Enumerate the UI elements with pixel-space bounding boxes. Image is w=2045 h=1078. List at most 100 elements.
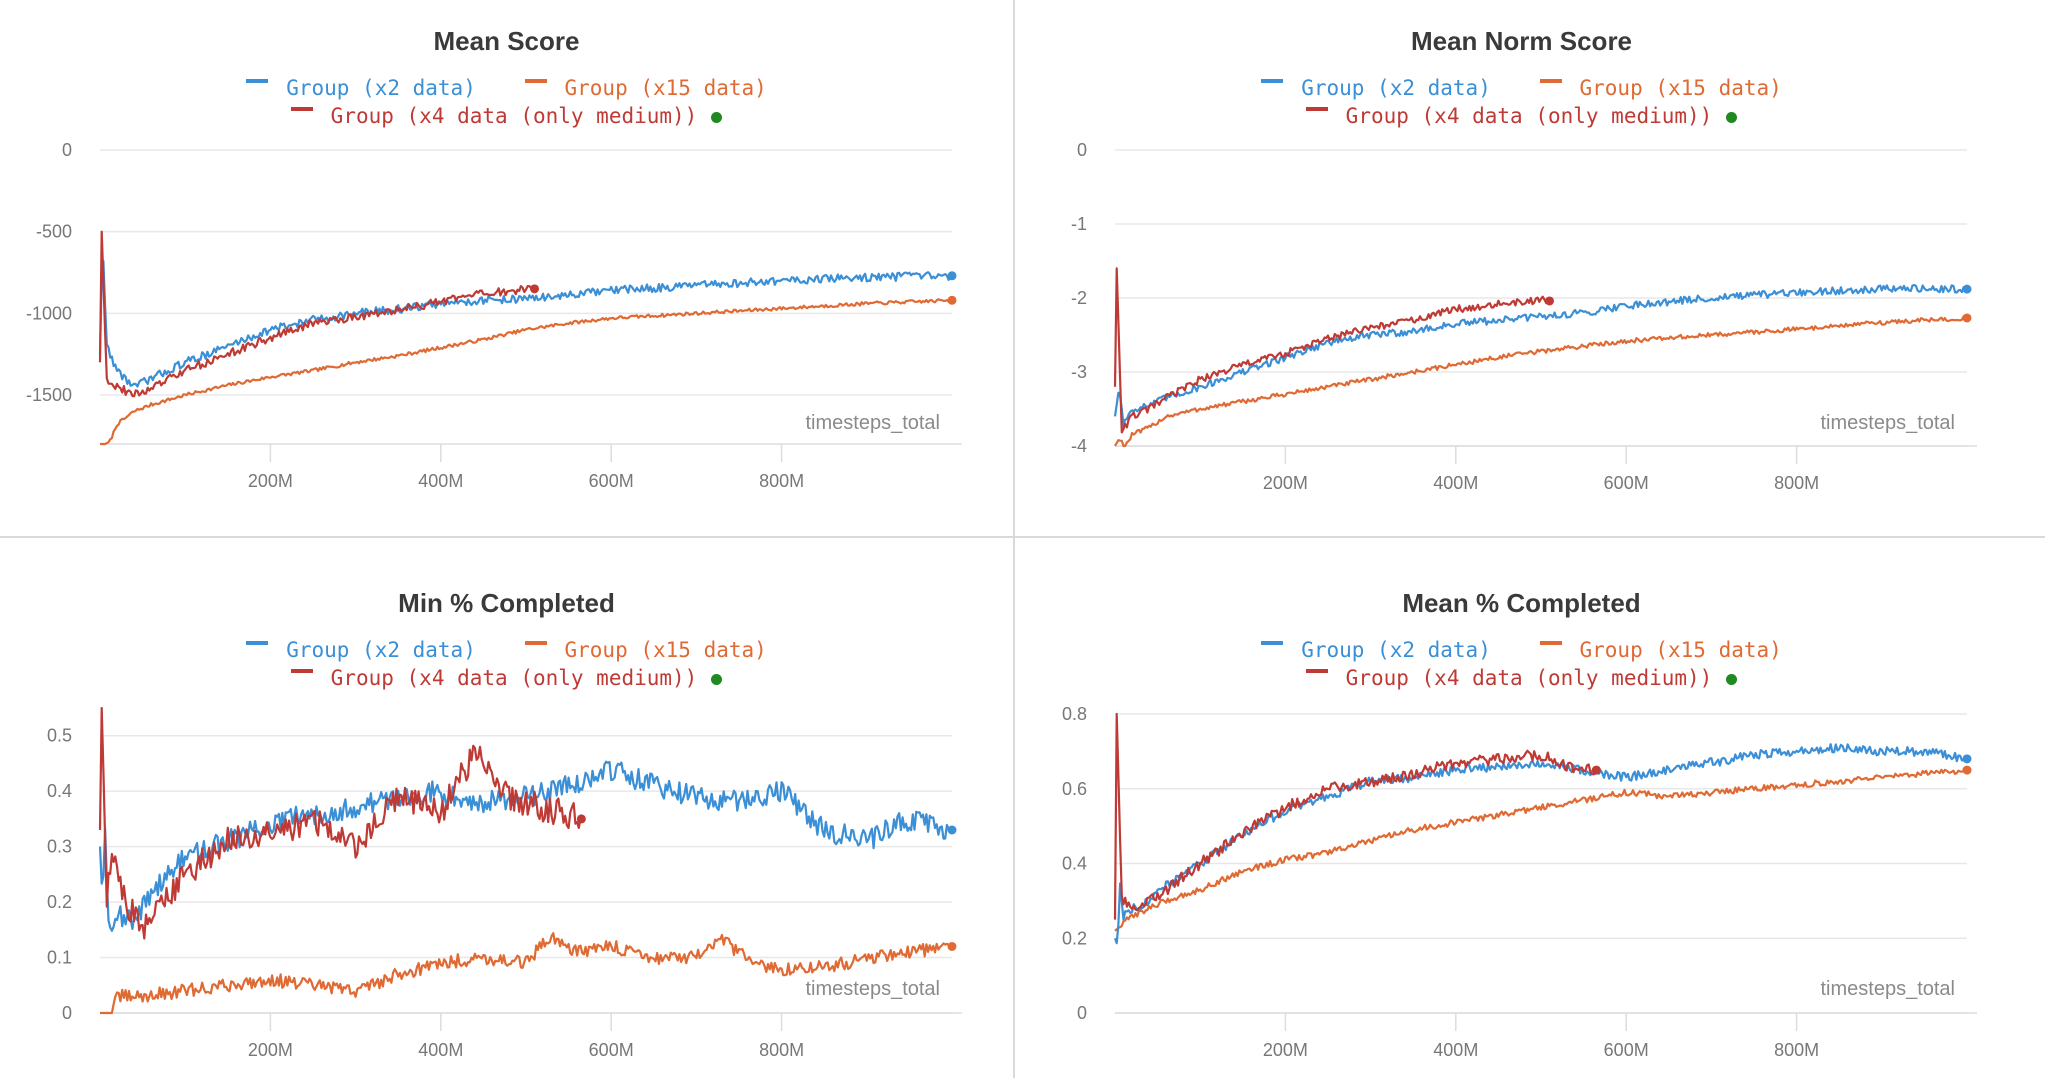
series-line-x2 (98, 760, 953, 932)
legend-item-x2[interactable]: Group (x2 data) (1261, 76, 1491, 100)
legend-swatch (246, 641, 269, 645)
legend-swatch (1261, 641, 1284, 645)
x-axis-label: timesteps_total (1820, 412, 1955, 434)
y-tick-label: 0.6 (1062, 779, 1087, 799)
y-tick-label: -1000 (26, 303, 72, 323)
x-tick-label: 400M (418, 471, 463, 491)
legend-item-x4[interactable]: Group (x4 data (only medium)) (290, 104, 723, 128)
legend-item-x2[interactable]: Group (x2 data) (246, 638, 476, 662)
series-line-x4 (98, 706, 582, 940)
x-tick-label: 800M (759, 1040, 804, 1060)
x-axis-label: timesteps_total (805, 412, 940, 434)
run-status-dot-icon (1726, 673, 1738, 685)
y-tick-label: 0.4 (1062, 854, 1087, 874)
legend-swatch (246, 79, 269, 83)
chart-panel-mean-pct-completed: 0 0.2 0.4 0.6 0.8 200M 400M 600M 800M timesteps_t… (1015, 538, 2028, 1074)
series-end-point-x15 (1962, 765, 1972, 775)
y-tick-label: -4 (1071, 436, 1087, 456)
series-line-x15 (100, 932, 953, 1015)
series-end-point-x4 (1591, 765, 1601, 775)
series-line-x2 (98, 260, 952, 388)
legend-row-2: Group (x4 data (only medium)) (0, 104, 1013, 128)
x-tick-label: 800M (1774, 1040, 1819, 1060)
run-status-dot-icon (711, 673, 723, 685)
y-tick-label: -1500 (26, 385, 72, 405)
y-tick-label: 0.2 (47, 892, 72, 912)
y-tick-label: 0 (62, 1003, 72, 1023)
legend-swatch (1305, 107, 1328, 111)
y-tick-label: 0.3 (47, 837, 72, 857)
legend-item-x15[interactable]: Group (x15 data) (1539, 638, 1782, 662)
legend-row-2: Group (x4 data (only medium)) (0, 666, 1013, 690)
legend-row-1: Group (x2 data) Group (x15 data) (1015, 638, 2028, 662)
series-end-point-x15 (1962, 313, 1972, 323)
y-tick-label: -2 (1071, 288, 1087, 308)
chart-svg: 0 0.1 0.2 0.3 0.4 0.5 200M 400M 600M 800M timestep… (47, 706, 962, 1060)
legend-item-x15[interactable]: Group (x15 data) (524, 76, 767, 100)
series-line-x15 (1114, 315, 1968, 448)
legend-label: Group (x4 data (only medium)) (1345, 666, 1713, 690)
series-end-point-x15 (947, 941, 957, 951)
legend-swatch (1261, 79, 1284, 83)
x-tick-label: 200M (1263, 473, 1308, 493)
series-line-x4 (1113, 267, 1550, 434)
legend-item-x4[interactable]: Group (x4 data (only medium)) (1305, 104, 1738, 128)
chart-panel-mean-norm-score: 0 -1 -2 -3 -4 200M 400M 600M 800M timesteps_total… (1015, 0, 2028, 536)
legend-item-x4[interactable]: Group (x4 data (only medium)) (290, 666, 723, 690)
legend-label: Group (x4 data (only medium)) (330, 666, 698, 690)
run-status-dot-icon (1726, 111, 1738, 123)
chart-title: Mean % Completed (1402, 588, 1641, 618)
legend-item-x15[interactable]: Group (x15 data) (524, 638, 767, 662)
horizontal-divider (0, 536, 2045, 538)
legend-item-x4[interactable]: Group (x4 data (only medium)) (1305, 666, 1738, 690)
chart-svg: 0 0.2 0.4 0.6 0.8 200M 400M 600M 800M timesteps_t… (1062, 704, 1977, 1060)
legend-label: Group (x15 data) (1579, 638, 1782, 662)
series-end-point-x4 (530, 284, 540, 294)
x-tick-label: 400M (418, 1040, 463, 1060)
legend-swatch (524, 79, 547, 83)
chart-svg: 0 -500 -1000 -1500 200M 400M 600M 800M timesteps… (26, 140, 962, 491)
x-tick-label: 600M (1604, 1040, 1649, 1060)
series-line-x2 (1113, 283, 1967, 427)
legend-label: Group (x4 data (only medium)) (1345, 104, 1713, 128)
legend-item-x2[interactable]: Group (x2 data) (246, 76, 476, 100)
legend-swatch (290, 107, 313, 111)
series-line-x15 (100, 298, 952, 446)
x-tick-label: 600M (589, 471, 634, 491)
x-tick-label: 200M (1263, 1040, 1308, 1060)
legend-label: Group (x4 data (only medium)) (330, 104, 698, 128)
y-tick-label: 0.5 (47, 726, 72, 746)
vertical-divider (1013, 0, 1015, 1078)
x-axis-label: timesteps_total (805, 978, 940, 1000)
legend-label: Group (x2 data) (286, 76, 476, 100)
y-tick-label: 0 (62, 140, 72, 160)
chart-title: Mean Score (433, 26, 580, 56)
series-end-point-x15 (947, 295, 957, 305)
x-axis-label: timesteps_total (1820, 978, 1955, 1000)
x-tick-label: 200M (248, 471, 293, 491)
legend-swatch (524, 641, 547, 645)
y-tick-label: -1 (1071, 214, 1087, 234)
series-end-point-x2 (947, 825, 957, 835)
chart-svg: 0 -1 -2 -3 -4 200M 400M 600M 800M timesteps_total (1071, 140, 1977, 493)
legend-row-1: Group (x2 data) Group (x15 data) (1015, 76, 2028, 100)
y-tick-label: 0.4 (47, 781, 72, 801)
y-tick-label: 0 (1077, 140, 1087, 160)
legend-item-x2[interactable]: Group (x2 data) (1261, 638, 1491, 662)
y-tick-label: 0.1 (47, 948, 72, 968)
legend-swatch (1539, 79, 1562, 83)
legend-item-x15[interactable]: Group (x15 data) (1539, 76, 1782, 100)
y-tick-label: -500 (36, 222, 72, 242)
series-line-x4 (1113, 712, 1597, 920)
chart-panel-mean-score: 0 -500 -1000 -1500 200M 400M 600M 800M timesteps… (0, 0, 1013, 536)
series-end-point-x2 (1962, 754, 1972, 764)
series-end-point-x4 (576, 814, 586, 824)
y-tick-label: 0.8 (1062, 704, 1087, 724)
legend-label: Group (x15 data) (564, 638, 767, 662)
series-line-x15 (1114, 768, 1968, 932)
legend-row-1: Group (x2 data) Group (x15 data) (0, 638, 1013, 662)
chart-title: Min % Completed (398, 588, 615, 618)
x-tick-label: 600M (1604, 473, 1649, 493)
legend-row-2: Group (x4 data (only medium)) (1015, 666, 2028, 690)
legend-label: Group (x2 data) (1301, 638, 1491, 662)
